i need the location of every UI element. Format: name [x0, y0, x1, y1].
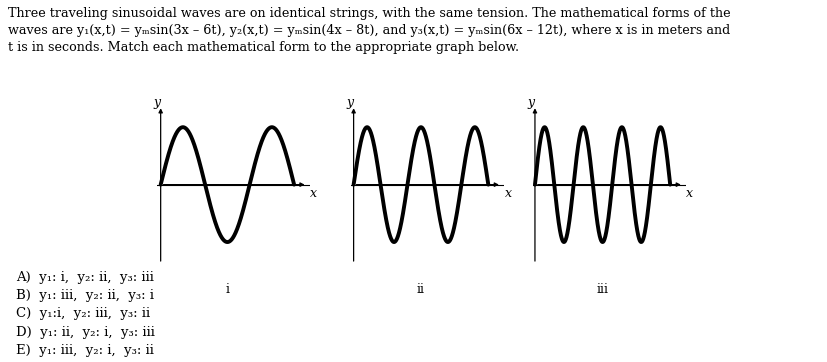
- Text: iii: iii: [596, 283, 609, 296]
- Text: ii: ii: [417, 283, 425, 296]
- Text: D)  y₁: ii,  y₂: i,  y₃: iii: D) y₁: ii, y₂: i, y₃: iii: [16, 326, 155, 339]
- Text: x: x: [504, 188, 511, 201]
- Text: y: y: [347, 96, 353, 109]
- Text: i: i: [226, 283, 229, 296]
- Text: Three traveling sinusoidal waves are on identical strings, with the same tension: Three traveling sinusoidal waves are on …: [8, 7, 731, 54]
- Text: A)  y₁: i,  y₂: ii,  y₃: iii: A) y₁: i, y₂: ii, y₃: iii: [16, 271, 154, 284]
- Text: x: x: [310, 188, 317, 201]
- Text: C)  y₁:i,  y₂: iii,  y₃: ii: C) y₁:i, y₂: iii, y₃: ii: [16, 307, 150, 320]
- Text: x: x: [686, 188, 693, 201]
- Text: y: y: [528, 96, 535, 109]
- Text: B)  y₁: iii,  y₂: ii,  y₃: i: B) y₁: iii, y₂: ii, y₃: i: [16, 289, 154, 302]
- Text: E)  y₁: iii,  y₂: i,  y₃: ii: E) y₁: iii, y₂: i, y₃: ii: [16, 344, 154, 357]
- Text: y: y: [153, 96, 160, 109]
